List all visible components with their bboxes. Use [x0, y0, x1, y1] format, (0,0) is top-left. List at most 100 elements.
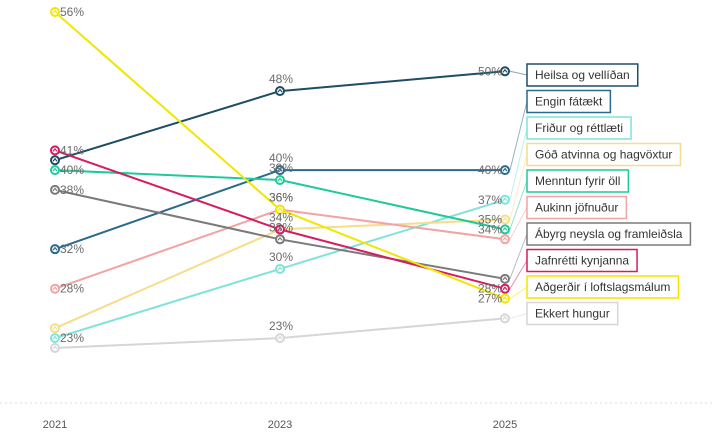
- data-point-chevron: [502, 296, 508, 300]
- legend-item-5: Aukinn jöfnuður: [509, 195, 628, 240]
- data-point-chevron: [277, 226, 283, 231]
- data-point: [275, 263, 285, 274]
- data-label: 50%: [478, 64, 502, 78]
- data-label: 27%: [478, 292, 502, 306]
- series-layer: [50, 7, 510, 353]
- data-point: [50, 155, 60, 166]
- data-point-chevron: [52, 167, 58, 172]
- data-label: 40%: [269, 151, 293, 165]
- x-tick-label: 2023: [268, 419, 292, 431]
- data-point-chevron: [502, 315, 508, 320]
- data-point: [275, 165, 285, 176]
- series-1: [50, 165, 510, 255]
- data-point-chevron: [52, 9, 58, 14]
- data-point: [500, 66, 510, 77]
- data-point: [50, 244, 60, 255]
- data-point-chevron: [502, 236, 508, 241]
- data-point: [500, 313, 510, 324]
- legend-label: Engin fátækt: [535, 95, 603, 109]
- data-point-chevron: [52, 286, 58, 291]
- data-point-chevron: [502, 197, 508, 202]
- legend-box: [526, 142, 682, 167]
- legend-label: Góð atvinna og hagvöxtur: [535, 148, 672, 162]
- legend-box: [526, 248, 638, 273]
- data-point: [50, 165, 60, 176]
- legend-label: Aðgerðir í loftslagsmálum: [535, 280, 670, 294]
- data-point: [50, 7, 60, 17]
- data-point: [50, 333, 60, 344]
- data-point-chevron: [502, 217, 508, 221]
- data-label: 36%: [269, 191, 293, 205]
- legend-box: [526, 116, 632, 140]
- data-point: [500, 224, 510, 235]
- data-point: [500, 273, 510, 284]
- data-point: [50, 145, 60, 156]
- data-label: 40%: [478, 163, 502, 177]
- legend-box: [526, 275, 680, 299]
- series-6: [50, 184, 510, 284]
- data-point-chevron: [52, 246, 58, 251]
- legend-connector: [509, 260, 528, 289]
- legend-label: Friður og réttlæti: [535, 121, 623, 135]
- data-label: 39%: [269, 161, 293, 175]
- data-point: [500, 234, 510, 245]
- legend-box: [526, 63, 639, 87]
- legend-item-7: Jafnrétti kynjanna: [509, 248, 638, 289]
- data-label: 37%: [478, 193, 502, 207]
- legend-box: [526, 195, 628, 220]
- legend-label: Heilsa og vellíðan: [535, 68, 630, 82]
- legend-label: Menntun fyrir öll: [535, 174, 620, 188]
- data-point: [275, 204, 285, 215]
- data-point-chevron: [277, 177, 283, 182]
- legend-connector: [509, 70, 528, 76]
- legend-item-4: Menntun fyrir öll: [509, 169, 630, 230]
- legend-connector: [509, 286, 528, 300]
- data-point: [500, 293, 510, 304]
- data-label: 36%: [269, 191, 293, 205]
- data-point-chevron: [52, 157, 58, 162]
- series-0: [50, 66, 510, 166]
- x-tick-label: 2021: [43, 419, 67, 431]
- legend-label: Aukinn jöfnuður: [535, 201, 618, 215]
- data-label: 32%: [60, 242, 84, 256]
- data-point-chevron: [52, 345, 58, 350]
- series-8: [50, 7, 510, 304]
- legend-label: Ábyrg neysla og framleiðsla: [535, 226, 683, 241]
- data-label: 23%: [60, 331, 84, 345]
- data-label: 33%: [269, 220, 293, 234]
- data-point: [275, 224, 285, 235]
- data-label: 48%: [269, 72, 293, 86]
- legend-connector: [509, 154, 528, 220]
- data-point: [50, 343, 60, 353]
- legend-item-1: Engin fátækt: [509, 89, 612, 171]
- data-label: 34%: [478, 222, 502, 236]
- data-point: [275, 175, 285, 185]
- data-point-chevron: [277, 335, 283, 340]
- data-point: [500, 214, 510, 225]
- data-label: 41%: [60, 143, 84, 157]
- data-point: [275, 86, 285, 97]
- data-point-chevron: [502, 226, 508, 231]
- data-point-chevron: [502, 167, 508, 172]
- legend-item-8: Aðgerðir í loftslagsmálum: [509, 275, 680, 300]
- legend-item-6: Ábyrg neysla og framleiðsla: [509, 222, 692, 280]
- data-point-chevron: [277, 207, 283, 212]
- data-label: 34%: [269, 210, 293, 224]
- series-4: [50, 165, 510, 235]
- legend-connector: [509, 101, 528, 171]
- data-label: 28%: [478, 282, 502, 296]
- series-9: [50, 313, 510, 353]
- data-label: 35%: [478, 213, 502, 227]
- legend-label: Jafnrétti kynjanna: [535, 254, 629, 268]
- data-point: [500, 283, 510, 294]
- data-point: [50, 283, 60, 294]
- data-point-chevron: [277, 236, 283, 241]
- data-label: 38%: [60, 183, 84, 197]
- legend-box: [526, 222, 692, 246]
- data-label: 23%: [269, 319, 293, 333]
- legend-item-0: Heilsa og vellíðan: [509, 63, 639, 87]
- data-point-chevron: [277, 167, 283, 172]
- legend-connector: [509, 313, 528, 319]
- legend-box: [526, 301, 619, 326]
- data-point: [500, 194, 510, 205]
